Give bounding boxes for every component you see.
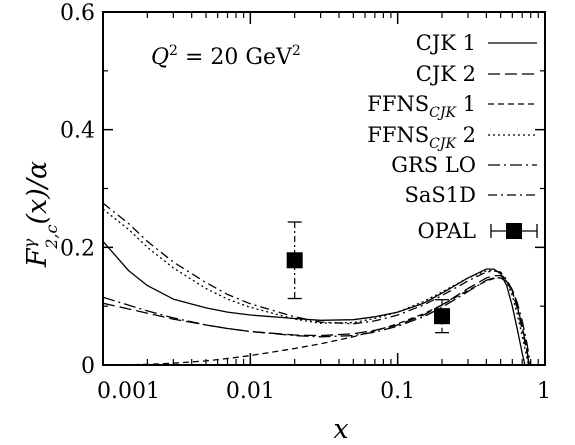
legend: CJK 1 CJK 2 FFNSCJK 1 FFNSCJK 2 GRS LO S… xyxy=(367,31,538,243)
series-line xyxy=(102,240,526,366)
y-tick-label: 0.6 xyxy=(60,1,95,26)
x-tick-label: 0.001 xyxy=(97,379,160,404)
ticks: 0 0.2 0.4 0.6 0.001 0.01 0.1 1 xyxy=(60,1,551,404)
legend-label-ffns2: FFNSCJK 2 xyxy=(367,123,476,152)
data-point xyxy=(434,308,451,325)
y-tick-label: 0.4 xyxy=(60,119,95,144)
plot-frame xyxy=(102,11,546,366)
data-points xyxy=(286,221,451,334)
x-tick-label: 0.01 xyxy=(226,379,275,404)
series-line xyxy=(102,277,532,366)
data-point xyxy=(286,252,303,269)
legend-samples xyxy=(488,42,538,239)
legend-label-sas: SaS1D xyxy=(405,183,477,207)
svg-text:Fγ2,c(x)/α: Fγ 2,c(x)/α xyxy=(20,161,61,268)
y-tick-label: 0.2 xyxy=(60,236,95,261)
legend-label-grs: GRS LO xyxy=(391,153,476,177)
series-line xyxy=(102,208,529,366)
series-line xyxy=(102,202,530,366)
x-tick-label: 0.1 xyxy=(380,379,415,404)
legend-label-opal: OPAL xyxy=(417,219,476,243)
legend-label-cjk2: CJK 2 xyxy=(416,62,476,86)
y-tick-label: 0 xyxy=(81,354,95,379)
legend-label-cjk1: CJK 1 xyxy=(416,31,476,55)
y-axis-label: Fγ 2,c(x)/α xyxy=(20,161,61,268)
legend-sample-marker xyxy=(506,223,522,239)
legend-label-ffns1: FFNSCJK 1 xyxy=(367,92,476,121)
x-axis-label: x xyxy=(333,414,348,445)
svg-text:Q2 = 20 GeV2: Q2 = 20 GeV2 xyxy=(151,43,301,70)
curves xyxy=(102,202,532,366)
x-tick-label: 1 xyxy=(537,379,551,404)
annotation-q2: Q2 = 20 GeV2 xyxy=(151,43,301,70)
plot-border xyxy=(102,11,546,366)
